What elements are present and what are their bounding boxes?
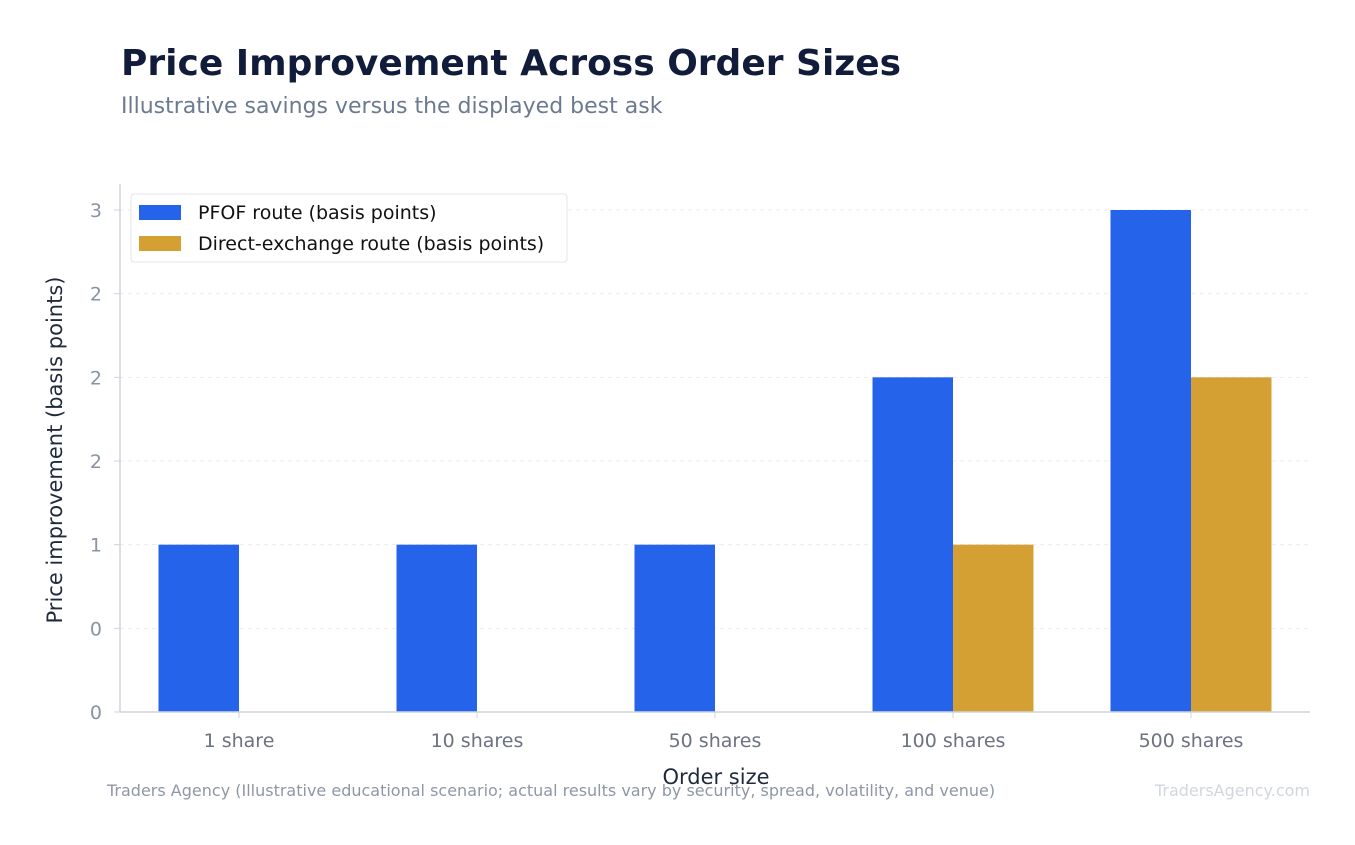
y-tick-label: 3: [90, 200, 102, 222]
x-tick-label: 500 shares: [1139, 730, 1244, 752]
legend-swatch-pfof: [139, 205, 181, 220]
x-tick-label: 10 shares: [431, 730, 524, 752]
x-axis-label: Order size: [662, 765, 769, 789]
y-axis-label: Price improvement (basis points): [43, 277, 67, 624]
bar-pfof-4: [1110, 210, 1191, 712]
bar-pfof-3: [872, 377, 953, 712]
x-ticks: 1 share 10 shares 50 shares 100 shares 500 s…: [204, 712, 1244, 752]
footer-source: Traders Agency (Illustrative educational…: [106, 781, 995, 800]
footer-watermark: TradersAgency.com: [1154, 781, 1310, 800]
y-tick-label: 1: [90, 535, 102, 557]
bar-direct-3: [953, 544, 1034, 712]
legend-label-direct: Direct-exchange route (basis points): [198, 233, 544, 255]
y-tick-label: 0: [90, 618, 102, 640]
legend-box: [130, 193, 568, 263]
legend-label-pfof: PFOF route (basis points): [198, 202, 437, 224]
x-tick-label: 100 shares: [901, 730, 1006, 752]
bar-direct-4: [1191, 377, 1272, 712]
bar-pfof-2: [634, 544, 715, 712]
legend-swatch-direct: [139, 236, 181, 251]
chart-title: Price Improvement Across Order Sizes: [121, 43, 901, 84]
y-tick-label: 2: [90, 367, 102, 389]
bars: [158, 210, 1272, 712]
bar-pfof-0: [158, 544, 239, 712]
bar-pfof-1: [396, 544, 477, 712]
y-tick-label: 0: [90, 702, 102, 724]
x-tick-label: 50 shares: [669, 730, 762, 752]
y-tick-label: 2: [90, 284, 102, 306]
y-tick-label: 2: [90, 451, 102, 473]
x-tick-label: 1 share: [204, 730, 275, 752]
legend: PFOF route (basis points) Direct-exchang…: [130, 193, 568, 263]
y-ticks: 0 0 1 2 2 2 3: [90, 200, 120, 724]
chart-subtitle: Illustrative savings versus the displaye…: [121, 94, 663, 119]
